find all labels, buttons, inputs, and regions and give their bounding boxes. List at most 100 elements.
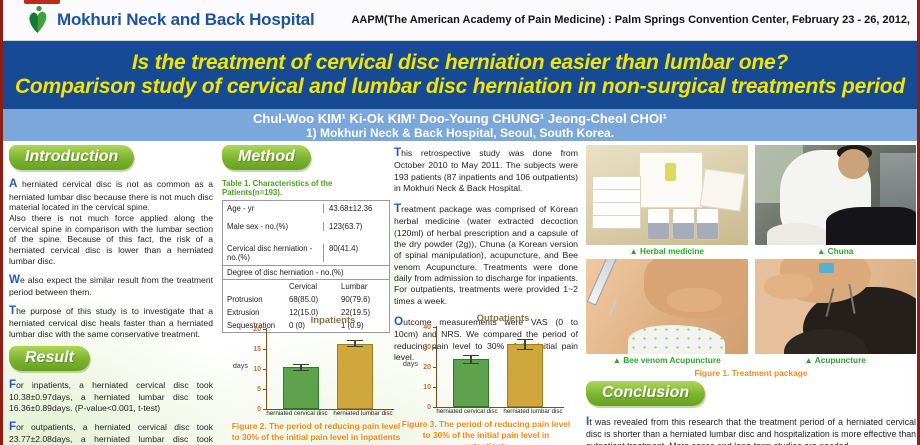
equipment-rack bbox=[880, 153, 916, 211]
y-tick-label: 5 bbox=[257, 386, 261, 393]
intro-paragraph-1: A herniated cervical disc is not as comm… bbox=[9, 177, 213, 266]
conclusion-text: It was revealed from this research that … bbox=[586, 414, 916, 445]
author-band: Chul-Woo KIM¹ Ki-Ok KIM¹ Doo-Young CHUNG… bbox=[0, 109, 920, 141]
y-tick-mark bbox=[433, 406, 437, 408]
category-label: herniated cervical disc bbox=[266, 410, 328, 417]
table-row: Cervical disc herniation - no.(%) 80(41.… bbox=[223, 241, 389, 266]
medicine-box bbox=[592, 215, 642, 229]
bar-herniated-lumbar-disc bbox=[337, 343, 373, 409]
table-cell-value: 80(41.4) bbox=[323, 244, 385, 262]
decoction-pouch bbox=[671, 208, 695, 240]
chart-title: Outpatients bbox=[476, 313, 530, 324]
y-tick-label: 15 bbox=[253, 346, 261, 353]
y-tick-mark bbox=[263, 328, 267, 330]
y-tick-label: 20 bbox=[253, 326, 261, 333]
table-column-cervical: Cervical bbox=[289, 282, 318, 291]
poster-title-line1: Is the treatment of cervical disc hernia… bbox=[131, 51, 789, 75]
bee-venom-acupuncture-photo bbox=[586, 259, 748, 354]
table-column-lumbar: Lumbar bbox=[341, 282, 368, 291]
y-tick-mark bbox=[263, 348, 267, 350]
bar-herniated-cervical-disc bbox=[453, 359, 489, 407]
practitioner-finger bbox=[666, 287, 722, 313]
bar-herniated-lumbar-disc bbox=[507, 344, 543, 407]
table-subheader: Degree of disc herniation - no.(%) bbox=[223, 266, 389, 280]
table-cell-value: 22(19.5) bbox=[341, 308, 371, 317]
medicine-box bbox=[592, 176, 642, 190]
y-tick-mark bbox=[433, 346, 437, 348]
header: Mokhuri Neck and Back Hospital AAPM(The … bbox=[0, 0, 920, 41]
category-label: herniated lumbar disc bbox=[503, 408, 563, 415]
hospital-name: Mokhuri Neck and Back Hospital bbox=[57, 10, 315, 29]
study-paragraph-1: This retrospective study was done from O… bbox=[394, 146, 578, 193]
error-bar bbox=[293, 363, 309, 372]
treatment-photo-grid: ▲ Herbal medicine ▲ Chuna bbox=[586, 145, 916, 367]
y-tick-mark bbox=[263, 388, 267, 390]
table-cell-label: Age - yr bbox=[227, 204, 255, 213]
table-cell-value: 1 (0.9) bbox=[341, 321, 364, 330]
medicine-box bbox=[592, 202, 642, 216]
author-affiliation: 1) Mokhuri Neck & Back Hospital, Seoul, … bbox=[305, 125, 615, 140]
chuna-figure: ▲ Chuna bbox=[754, 145, 916, 258]
white-cloth bbox=[767, 223, 826, 245]
medicine-box bbox=[592, 189, 642, 203]
doctor-head bbox=[838, 149, 870, 179]
table-cell-value: 90(79.6) bbox=[341, 295, 371, 304]
syringe-needle bbox=[608, 299, 618, 316]
x-axis-category-labels: herniated cervical disc herniated lumbar … bbox=[264, 410, 396, 417]
bee-venom-figure: ▲ Bee venom Acupuncture bbox=[586, 259, 748, 367]
y-tick-label: 30 bbox=[423, 344, 431, 351]
practitioner-finger bbox=[764, 274, 813, 299]
result-heading: Result bbox=[9, 345, 90, 371]
chart-title: Inpatients bbox=[310, 315, 356, 326]
acupuncture-figure: ▲ Acupuncture bbox=[754, 259, 916, 367]
study-description-column: This retrospective study was done from O… bbox=[394, 145, 578, 370]
figures-conclusion-column: ▲ Herbal medicine ▲ Chuna bbox=[586, 145, 916, 445]
table-cell-value: 0 (0) bbox=[289, 321, 306, 330]
chart-plot-area bbox=[436, 326, 564, 408]
table-column-header-row: Cervical Lumbar bbox=[223, 280, 389, 293]
finger-band bbox=[819, 262, 834, 274]
y-tick-label: 10 bbox=[253, 366, 261, 373]
photo-caption-acupuncture: ▲ Acupuncture bbox=[804, 355, 866, 365]
table-row: Age - yr 43.68±12.36 bbox=[223, 201, 389, 219]
top-red-mark bbox=[24, 0, 60, 4]
introduction-result-column: Introduction A herniated cervical disc i… bbox=[9, 145, 213, 445]
syringe bbox=[586, 259, 618, 307]
decoction-pouch bbox=[647, 208, 671, 240]
conference-info: AAPM(The American Academy of Pain Medici… bbox=[351, 14, 910, 26]
figure3-caption: Figure 3. The period of reducing pain le… bbox=[401, 419, 571, 445]
study-paragraph-2: Treatment package was comprised of Korea… bbox=[394, 202, 578, 306]
category-label: herniated cervical disc bbox=[436, 408, 498, 415]
category-label: herniated lumbar disc bbox=[333, 410, 393, 417]
error-bar bbox=[517, 338, 533, 350]
y-axis-label: days bbox=[232, 361, 248, 370]
patients-table: Age - yr 43.68±12.36 Male sex - no.(%) 1… bbox=[222, 200, 390, 333]
acupuncture-photo bbox=[754, 259, 916, 354]
y-tick-mark bbox=[263, 368, 267, 370]
y-tick-mark bbox=[433, 386, 437, 388]
hospital-logo: Mokhuri Neck and Back Hospital bbox=[26, 5, 315, 35]
table-cell-label: Sequestration bbox=[227, 321, 276, 330]
chart-plot-area bbox=[266, 328, 394, 410]
right-border-strip bbox=[917, 0, 920, 445]
poster-title-line2: Comparison study of cervical and lumbar … bbox=[14, 75, 906, 98]
y-axis-label: days bbox=[402, 359, 418, 368]
x-axis-category-labels: herniated cervical disc herniated lumbar … bbox=[434, 408, 566, 415]
heart-leaf-logo-icon bbox=[29, 6, 47, 34]
y-tick-label: 20 bbox=[423, 364, 431, 371]
table-row: Sequestration 0 (0) 1 (0.9) bbox=[223, 319, 389, 332]
brand-mark bbox=[665, 163, 677, 181]
photo-caption-bee-venom: ▲ Bee venom Acupuncture bbox=[612, 355, 721, 365]
decoction-pouch bbox=[695, 208, 719, 240]
y-axis: 0 5 10 15 20 bbox=[250, 326, 267, 413]
table-row: Male sex - no.(%) 123(63.7) bbox=[223, 219, 389, 241]
table-cell-value: 68(85.0) bbox=[289, 295, 319, 304]
y-tick-mark bbox=[433, 366, 437, 368]
table-row: Protrusion 68(85.0) 90(79.6) bbox=[223, 293, 389, 306]
y-axis: 0 10 20 30 40 bbox=[420, 324, 437, 411]
error-bar bbox=[463, 355, 479, 364]
error-bar bbox=[347, 340, 363, 348]
table-title: Table 1. Characteristics of the Patients… bbox=[222, 179, 333, 197]
y-tick-mark bbox=[263, 408, 267, 410]
herbal-medicine-figure: ▲ Herbal medicine bbox=[586, 145, 748, 258]
